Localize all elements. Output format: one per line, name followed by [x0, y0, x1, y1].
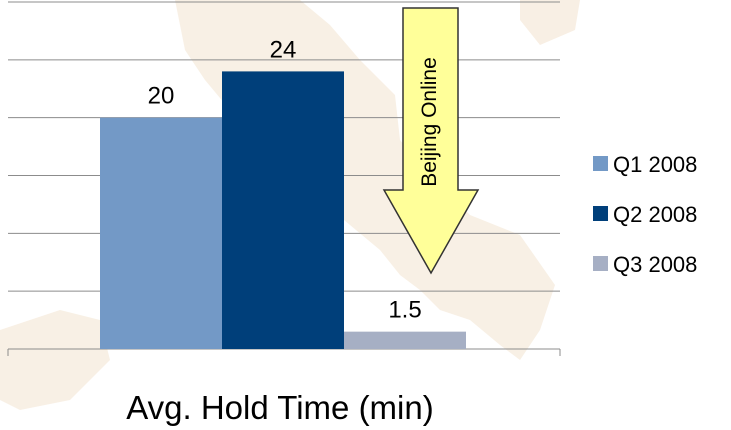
data-labels: 20 24 1.5 [148, 36, 422, 323]
beijing-online-arrow: Beijing Online [382, 7, 480, 275]
legend-label: Q1 2008 [613, 152, 697, 177]
x-axis-label: Avg. Hold Time (min) [126, 389, 433, 426]
bars [100, 71, 466, 350]
bar-q1-2008 [100, 117, 222, 350]
data-label: 1.5 [388, 297, 421, 324]
bar-q3-2008 [344, 331, 466, 349]
down-arrow-shape [382, 7, 480, 275]
annotation-text: Beijing Online [418, 57, 441, 187]
legend-swatch [593, 156, 608, 171]
data-label: 20 [148, 83, 175, 110]
legend-label: Q3 2008 [613, 252, 697, 277]
legend: Q1 2008 Q2 2008 Q3 2008 [593, 152, 697, 277]
legend-label: Q2 2008 [613, 202, 697, 227]
bar-q2-2008 [222, 71, 344, 350]
legend-swatch [593, 206, 608, 221]
legend-swatch [593, 256, 608, 271]
data-label: 24 [270, 36, 297, 63]
